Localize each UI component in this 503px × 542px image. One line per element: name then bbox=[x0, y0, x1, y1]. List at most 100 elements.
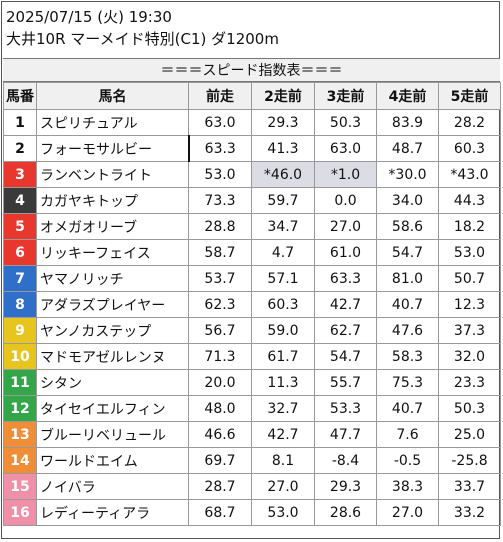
column-header-number: 馬番 bbox=[3, 82, 37, 110]
speed-index-value: 29.3 bbox=[314, 473, 377, 500]
table-row: 1 スピリチュアル 63.0 29.3 50.3 83.9 28.2 bbox=[3, 109, 501, 136]
speed-index-value: 34.7 bbox=[251, 213, 315, 240]
speed-index-value: 48.7 bbox=[376, 135, 439, 162]
column-header-3-races-ago: 3走前 bbox=[314, 82, 377, 110]
horse-name: ブルーリベリュール bbox=[36, 421, 189, 448]
speed-index-value: 73.3 bbox=[188, 187, 252, 214]
speed-index-value: 58.7 bbox=[188, 239, 252, 266]
speed-index-value: 68.7 bbox=[188, 499, 252, 526]
horse-number: 9 bbox=[3, 317, 37, 344]
speed-index-value: 0.0 bbox=[314, 187, 377, 214]
table-row: 9 ヤンノカステップ 56.7 59.0 62.7 47.6 37.3 bbox=[3, 317, 501, 344]
table-row: 4 カガヤキトップ 73.3 59.7 0.0 34.0 44.3 bbox=[3, 187, 501, 214]
speed-index-value: 37.3 bbox=[438, 317, 501, 344]
speed-index-value: 63.0 bbox=[314, 135, 377, 162]
speed-index-value: 38.3 bbox=[376, 473, 439, 500]
table-row: 7 ヤマノリッチ 53.7 57.1 63.3 81.0 50.7 bbox=[3, 265, 501, 292]
speed-index-value: 25.0 bbox=[438, 421, 501, 448]
speed-index-value: 50.3 bbox=[314, 109, 377, 136]
speed-index-value: 28.8 bbox=[188, 213, 252, 240]
table-title: ＝＝＝スピード指数表＝＝＝ bbox=[3, 58, 500, 82]
speed-index-value: 46.6 bbox=[188, 421, 252, 448]
speed-index-value: 57.1 bbox=[251, 265, 315, 292]
race-header: 2025/07/15 (火) 19:30 大井10R マーメイド特別(C1) ダ… bbox=[6, 7, 279, 51]
speed-index-value: 32.0 bbox=[438, 343, 501, 370]
table-row: 8 アダラズプレイヤー 62.3 60.3 42.7 40.7 12.3 bbox=[3, 291, 501, 318]
speed-index-value: 50.3 bbox=[438, 395, 501, 422]
speed-index-value: 59.0 bbox=[251, 317, 315, 344]
speed-index-value: *30.0 bbox=[376, 161, 439, 188]
table-row: 11 シタン 20.0 11.3 55.7 75.3 23.3 bbox=[3, 369, 501, 396]
table-row: 12 タイセイエルフィン 48.0 32.7 53.3 40.7 50.3 bbox=[3, 395, 501, 422]
speed-index-value: 60.3 bbox=[251, 291, 315, 318]
speed-index-value: 41.3 bbox=[251, 135, 315, 162]
speed-index-value: 28.6 bbox=[314, 499, 377, 526]
speed-index-value: 29.3 bbox=[251, 109, 315, 136]
speed-index-value: 63.0 bbox=[188, 109, 252, 136]
speed-index-value: 63.3 bbox=[314, 265, 377, 292]
table-row: 16 レディーティアラ 68.7 53.0 28.6 27.0 33.2 bbox=[3, 499, 501, 526]
speed-index-table: 馬番 馬名 前走 2走前 3走前 4走前 5走前 1 スピリチュアル 63.0 29.… bbox=[3, 82, 501, 526]
speed-index-value: 54.7 bbox=[376, 239, 439, 266]
horse-number: 11 bbox=[3, 369, 37, 396]
table-row: 6 リッキーフェイス 58.7 4.7 61.0 54.7 53.0 bbox=[3, 239, 501, 266]
speed-index-value: 53.0 bbox=[251, 499, 315, 526]
speed-index-value: 33.2 bbox=[438, 499, 501, 526]
horse-name: アダラズプレイヤー bbox=[36, 291, 189, 318]
horse-number: 12 bbox=[3, 395, 37, 422]
horse-number: 6 bbox=[3, 239, 37, 266]
speed-index-value: 58.3 bbox=[376, 343, 439, 370]
horse-name: タイセイエルフィン bbox=[36, 395, 189, 422]
speed-index-value: 83.9 bbox=[376, 109, 439, 136]
horse-number: 7 bbox=[3, 265, 37, 292]
horse-number: 3 bbox=[3, 161, 37, 188]
horse-name: シタン bbox=[36, 369, 189, 396]
horse-name: ヤンノカステップ bbox=[36, 317, 189, 344]
column-header-horse-name: 馬名 bbox=[36, 82, 189, 110]
horse-number: 1 bbox=[3, 109, 37, 136]
speed-index-value: 53.3 bbox=[314, 395, 377, 422]
speed-index-value: 61.0 bbox=[314, 239, 377, 266]
speed-index-value: 42.7 bbox=[314, 291, 377, 318]
horse-number: 4 bbox=[3, 187, 37, 214]
speed-index-value: 56.7 bbox=[188, 317, 252, 344]
speed-index-value: 60.3 bbox=[438, 135, 501, 162]
speed-index-value: 20.0 bbox=[188, 369, 252, 396]
speed-index-value: 27.0 bbox=[251, 473, 315, 500]
column-header-4-races-ago: 4走前 bbox=[376, 82, 439, 110]
speed-index-value: 62.7 bbox=[314, 317, 377, 344]
speed-index-value: *43.0 bbox=[438, 161, 501, 188]
horse-number: 13 bbox=[3, 421, 37, 448]
horse-name: フォーモサルビー bbox=[36, 135, 190, 162]
speed-index-value: 55.7 bbox=[314, 369, 377, 396]
speed-index-value: 69.7 bbox=[188, 447, 252, 474]
speed-index-value: 12.3 bbox=[438, 291, 501, 318]
race-datetime: 2025/07/15 (火) 19:30 bbox=[6, 8, 172, 26]
speed-index-value: *1.0 bbox=[314, 161, 377, 188]
horse-number: 16 bbox=[3, 499, 37, 526]
column-header-5-races-ago: 5走前 bbox=[438, 82, 501, 110]
horse-name: ノイバラ bbox=[36, 473, 189, 500]
speed-index-value: 23.3 bbox=[438, 369, 501, 396]
table-header-row: 馬番 馬名 前走 2走前 3走前 4走前 5走前 bbox=[3, 82, 501, 110]
speed-index-value: 44.3 bbox=[438, 187, 501, 214]
speed-index-value: 18.2 bbox=[438, 213, 501, 240]
speed-index-value: 59.7 bbox=[251, 187, 315, 214]
speed-index-value: 28.7 bbox=[188, 473, 252, 500]
speed-index-value: 28.2 bbox=[438, 109, 501, 136]
speed-index-value: -0.5 bbox=[376, 447, 439, 474]
speed-index-value: -25.8 bbox=[438, 447, 501, 474]
horse-number: 5 bbox=[3, 213, 37, 240]
speed-index-value: 40.7 bbox=[376, 395, 439, 422]
speed-index-value: 62.3 bbox=[188, 291, 252, 318]
speed-index-value: 50.7 bbox=[438, 265, 501, 292]
column-header-last-race: 前走 bbox=[188, 82, 252, 110]
table-row: 13 ブルーリベリュール 46.6 42.7 47.7 7.6 25.0 bbox=[3, 421, 501, 448]
horse-name: オメガオリーブ bbox=[36, 213, 189, 240]
speed-index-value: 27.0 bbox=[314, 213, 377, 240]
speed-index-value: 75.3 bbox=[376, 369, 439, 396]
speed-index-value: 54.7 bbox=[314, 343, 377, 370]
speed-index-value: 48.0 bbox=[188, 395, 252, 422]
speed-index-value: 53.0 bbox=[188, 161, 252, 188]
